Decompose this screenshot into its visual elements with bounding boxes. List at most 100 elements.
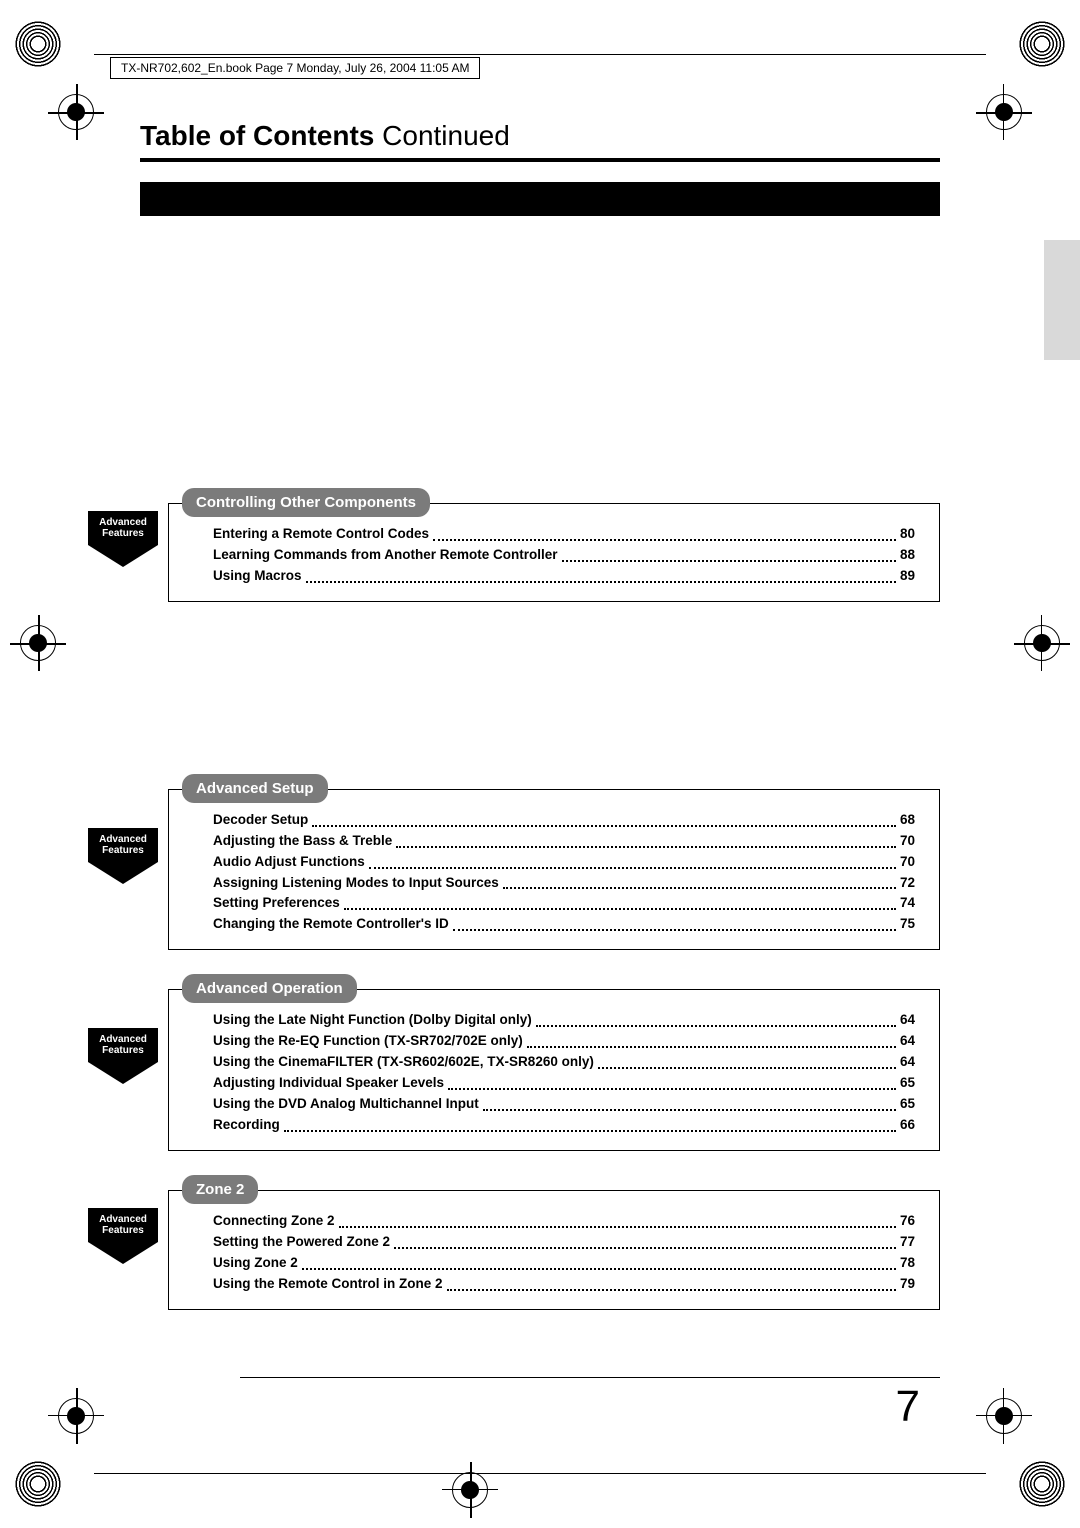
leader-dots	[503, 873, 896, 890]
toc-entry-label: Using the Late Night Function (Dolby Dig…	[213, 1010, 532, 1031]
toc-entry-page: 89	[900, 566, 915, 587]
toc-entry-label: Setting Preferences	[213, 893, 340, 914]
advanced-features-label: AdvancedFeatures	[88, 511, 158, 545]
toc-entry: Entering a Remote Control Codes 80	[213, 524, 915, 545]
toc-entry: Setting Preferences 74	[213, 893, 915, 914]
down-arrow-icon	[88, 862, 158, 884]
toc-entry: Adjusting the Bass & Treble 70	[213, 831, 915, 852]
section-wrap: Advanced SetupDecoder Setup 68Adjusting …	[168, 762, 940, 951]
crop-mark-top-right	[1018, 20, 1066, 68]
toc-entry: Connecting Zone 2 76	[213, 1211, 915, 1232]
toc-entry: Using the Remote Control in Zone 2 79	[213, 1274, 915, 1295]
section-box: Entering a Remote Control Codes 80Learni…	[168, 503, 940, 602]
toc-entry-page: 88	[900, 545, 915, 566]
leader-dots	[562, 545, 896, 562]
register-cross-icon	[1003, 1388, 1005, 1444]
register-cross-icon	[76, 1388, 78, 1444]
leader-dots	[598, 1052, 896, 1069]
toc-entry: Assigning Listening Modes to Input Sourc…	[213, 873, 915, 894]
toc-entry-page: 70	[900, 852, 915, 873]
toc-entry: Learning Commands from Another Remote Co…	[213, 545, 915, 566]
toc-entry: Using Macros 89	[213, 566, 915, 587]
leader-dots	[536, 1010, 896, 1027]
advanced-features-label: AdvancedFeatures	[88, 828, 158, 862]
leader-dots	[447, 1274, 896, 1291]
leader-dots	[284, 1115, 896, 1132]
page-content: Table of Contents Continued AdvancedFeat…	[140, 120, 940, 1310]
footer-rule	[240, 1377, 940, 1378]
register-cross-icon	[38, 615, 40, 671]
thumb-tab	[1044, 240, 1080, 360]
toc-entry-label: Using Zone 2	[213, 1253, 298, 1274]
toc-entry-label: Adjusting the Bass & Treble	[213, 831, 392, 852]
leader-dots	[453, 914, 896, 931]
toc-entry-page: 68	[900, 810, 915, 831]
toc-entry-page: 72	[900, 873, 915, 894]
register-cross-icon	[76, 84, 78, 140]
register-cross-icon	[976, 1415, 1032, 1417]
down-arrow-icon	[88, 1062, 158, 1084]
trim-line-top	[94, 54, 986, 55]
down-arrow-icon	[88, 1242, 158, 1264]
crop-mark-bottom-right	[1018, 1460, 1066, 1508]
title-rule	[140, 158, 940, 162]
leader-dots	[448, 1073, 896, 1090]
toc-entry-page: 77	[900, 1232, 915, 1253]
toc-entry: Using the CinemaFILTER (TX-SR602/602E, T…	[213, 1052, 915, 1073]
section-box: Connecting Zone 2 76Setting the Powered …	[168, 1190, 940, 1310]
advanced-features-label: AdvancedFeatures	[88, 1028, 158, 1062]
toc-entry-page: 64	[900, 1031, 915, 1052]
register-cross-icon	[1003, 84, 1005, 140]
toc-entry-label: Using the CinemaFILTER (TX-SR602/602E, T…	[213, 1052, 594, 1073]
toc-entry-label: Setting the Powered Zone 2	[213, 1232, 390, 1253]
section-wrap: Advanced Operation Using the Late Night F…	[168, 962, 940, 1151]
toc-section: AdvancedFeaturesAdvanced SetupDecoder Se…	[150, 762, 940, 951]
leader-dots	[396, 831, 896, 848]
advanced-features-tag: AdvancedFeatures	[88, 511, 158, 567]
toc-entry-label: Changing the Remote Controller's ID	[213, 914, 449, 935]
leader-dots	[312, 810, 896, 827]
section-wrap: Zone 2Connecting Zone 2 76Setting the Po…	[168, 1163, 940, 1310]
toc-entry-page: 64	[900, 1010, 915, 1031]
toc-entry: Using the Re-EQ Function (TX-SR702/702E …	[213, 1031, 915, 1052]
toc-entry-page: 74	[900, 893, 915, 914]
register-cross-icon	[1014, 643, 1070, 645]
toc-section: AdvancedFeaturesAdvanced OperationUsing …	[150, 962, 940, 1151]
section-heading: Advanced Setup	[182, 774, 328, 803]
page-title-suffix: Continued	[382, 120, 510, 151]
leader-dots	[394, 1232, 896, 1249]
crop-mark-bottom-left	[14, 1460, 62, 1508]
toc-entry-page: 80	[900, 524, 915, 545]
register-mark-icon	[986, 1398, 1022, 1434]
trim-line-bottom	[94, 1473, 986, 1474]
section-heading: Zone 2	[182, 1175, 258, 1204]
leader-dots	[344, 893, 896, 910]
page-title-main: Table of Contents	[140, 120, 374, 151]
toc-entry-label: Assigning Listening Modes to Input Sourc…	[213, 873, 499, 894]
toc-entry-label: Entering a Remote Control Codes	[213, 524, 429, 545]
toc-entry-page: 66	[900, 1115, 915, 1136]
toc-entry-page: 76	[900, 1211, 915, 1232]
section-heading: Advanced Operation	[182, 974, 357, 1003]
toc-entry: Using the DVD Analog Multichannel Input …	[213, 1094, 915, 1115]
page-title: Table of Contents Continued	[140, 120, 940, 152]
advanced-features-tag: AdvancedFeatures	[88, 1208, 158, 1264]
toc-sections: AdvancedFeaturesControlling Other Compon…	[140, 476, 940, 1310]
toc-entry-label: Connecting Zone 2	[213, 1211, 335, 1232]
leader-dots	[306, 566, 896, 583]
page-number: 7	[896, 1382, 920, 1432]
toc-entry-label: Recording	[213, 1115, 280, 1136]
section-wrap: Controlling Other ComponentsEntering a R…	[168, 476, 940, 602]
section-box: Using the Late Night Function (Dolby Dig…	[168, 989, 940, 1151]
section-box: Decoder Setup 68Adjusting the Bass & Tre…	[168, 789, 940, 951]
leader-dots	[483, 1094, 896, 1111]
toc-entry: Audio Adjust Functions 70	[213, 852, 915, 873]
toc-entry-page: 79	[900, 1274, 915, 1295]
leader-dots	[433, 524, 896, 541]
toc-entry-label: Using Macros	[213, 566, 302, 587]
section-heading: Controlling Other Components	[182, 488, 430, 517]
toc-entry-page: 65	[900, 1073, 915, 1094]
toc-entry: Using Zone 2 78	[213, 1253, 915, 1274]
toc-entry-label: Audio Adjust Functions	[213, 852, 365, 873]
down-arrow-icon	[88, 545, 158, 567]
